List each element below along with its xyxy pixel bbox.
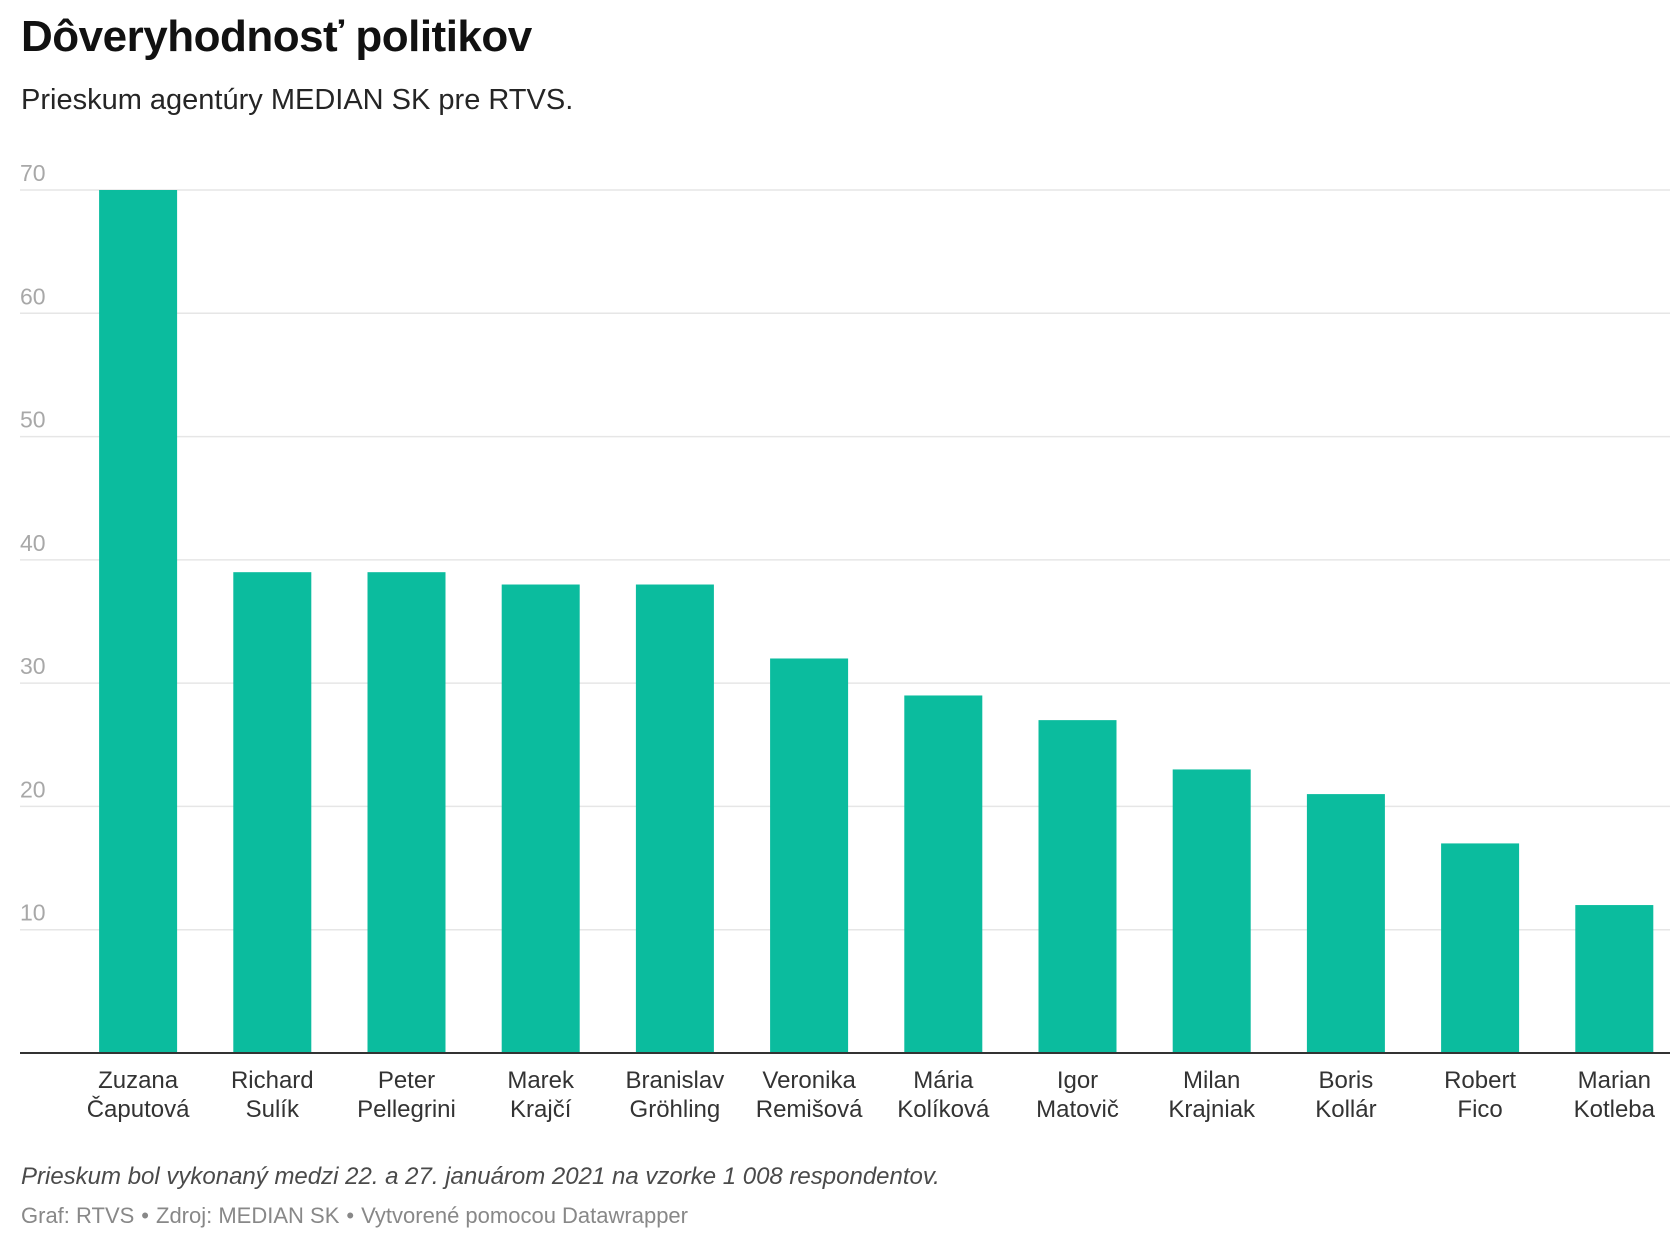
x-tick-label: Peter (378, 1067, 435, 1094)
y-tick-label: 10 (20, 900, 46, 926)
chart-title: Dôveryhodnosť politikov (21, 12, 532, 61)
x-tick-label: Branislav (626, 1067, 725, 1094)
x-tick-label: Robert (1444, 1067, 1516, 1094)
footer-separator: • (141, 1203, 149, 1228)
x-tick-label: Igor (1057, 1067, 1098, 1094)
x-tick-label: Mária (913, 1067, 974, 1094)
x-tick-label: Krajniak (1168, 1096, 1256, 1123)
x-tick-label: Sulík (246, 1096, 300, 1123)
x-tick-label: Čaputová (87, 1095, 190, 1123)
chart-footer: Graf: RTVS • Zdroj: MEDIAN SK • Vytvorené po… (21, 1203, 688, 1229)
chart-subtitle: Prieskum agentúry MEDIAN SK pre RTVS. (21, 84, 574, 116)
source-credit: Zdroj: MEDIAN SK (156, 1203, 340, 1228)
graph-credit: Graf: RTVS (21, 1203, 135, 1228)
bar (1306, 794, 1385, 1053)
y-axis-ticks: 10 20 30 40 50 60 70 (20, 160, 46, 926)
x-tick-label: Pellegrini (357, 1096, 456, 1123)
chart-note: Prieskum bol vykonaný medzi 22. a 27. ja… (21, 1163, 940, 1190)
x-tick-label: Zuzana (98, 1067, 179, 1094)
x-tick-label: Gröhling (630, 1096, 721, 1123)
bar (367, 572, 446, 1053)
y-tick-label: 70 (20, 160, 46, 186)
x-tick-label: Marian (1578, 1067, 1651, 1094)
x-tick-label: Remišová (756, 1096, 863, 1123)
y-tick-label: 60 (20, 283, 46, 309)
x-tick-label: Richard (231, 1067, 314, 1094)
bar (1172, 769, 1251, 1053)
x-tick-label: Krajčí (510, 1096, 572, 1123)
bar (635, 584, 714, 1053)
x-tick-label: Boris (1319, 1067, 1374, 1094)
x-tick-label: Fico (1457, 1096, 1502, 1123)
bar (501, 584, 580, 1053)
bars (99, 190, 1654, 1053)
x-tick-label: Kollár (1315, 1096, 1376, 1123)
x-tick-label: Kotleba (1574, 1096, 1656, 1123)
y-tick-label: 30 (20, 653, 46, 679)
y-tick-label: 50 (20, 407, 46, 433)
bar (99, 190, 178, 1053)
bar (233, 572, 312, 1053)
footer-separator: • (346, 1203, 355, 1228)
y-tick-label: 40 (20, 530, 46, 556)
x-tick-label: Matovič (1036, 1096, 1119, 1123)
bar (770, 658, 849, 1053)
x-tick-label: Kolíková (897, 1096, 990, 1123)
bar (1038, 720, 1117, 1053)
x-tick-label: Veronika (762, 1067, 856, 1094)
y-tick-label: 20 (20, 776, 46, 802)
bar (904, 695, 983, 1053)
x-tick-label: Milan (1183, 1067, 1240, 1094)
tool-credit: Vytvorené pomocou Datawrapper (361, 1203, 688, 1228)
bar (1575, 905, 1654, 1053)
bar (1441, 843, 1520, 1053)
x-tick-label: Marek (507, 1067, 575, 1094)
